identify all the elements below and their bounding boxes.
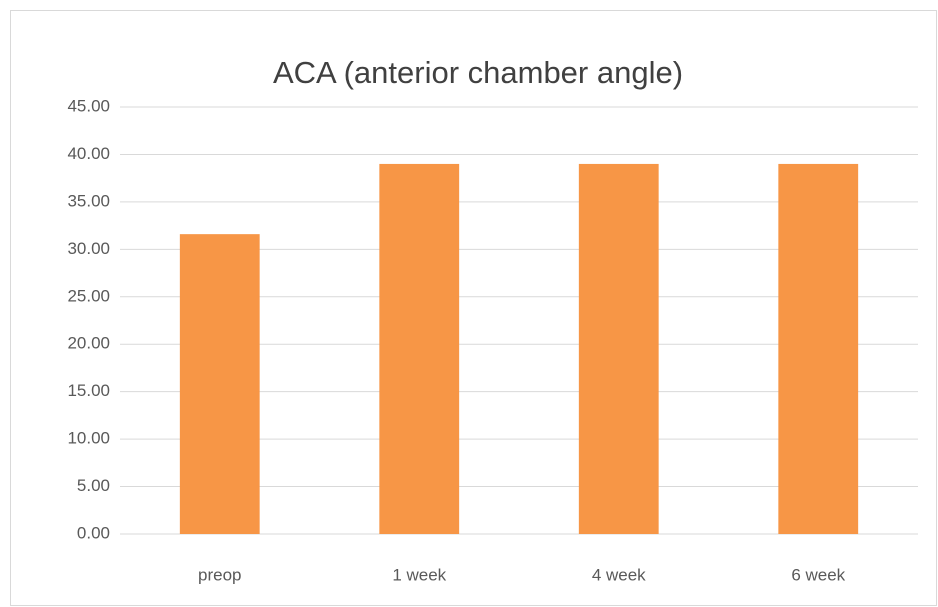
y-tick-label: 5.00: [77, 476, 110, 495]
bar: [578, 163, 659, 534]
y-tick-label: 45.00: [67, 96, 110, 115]
y-tick-label: 25.00: [67, 286, 110, 305]
y-tick-label: 35.00: [67, 191, 110, 210]
x-tick-label: 1 week: [392, 565, 446, 584]
bar: [778, 163, 859, 534]
y-tick-label: 40.00: [67, 144, 110, 163]
y-tick-label: 20.00: [67, 334, 110, 353]
y-tick-label: 0.00: [77, 523, 110, 542]
chart-title: ACA (anterior chamber angle): [273, 55, 683, 90]
x-tick-label: 4 week: [592, 565, 646, 584]
x-tick-label: 6 week: [791, 565, 845, 584]
bar: [379, 163, 460, 534]
y-tick-label: 30.00: [67, 239, 110, 258]
y-tick-label: 10.00: [67, 429, 110, 448]
x-tick-label: preop: [198, 565, 241, 584]
y-tick-label: 15.00: [67, 381, 110, 400]
bar: [179, 234, 260, 534]
